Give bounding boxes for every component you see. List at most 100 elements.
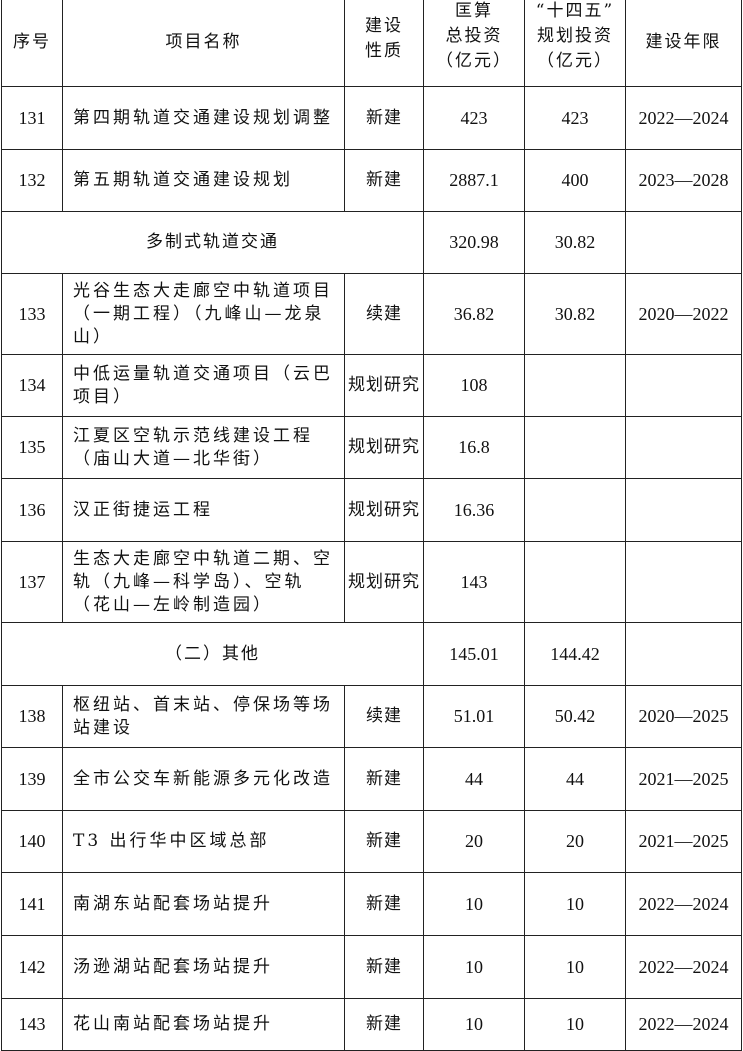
group-name: （二）其他 (1, 622, 424, 686)
row-total: 16.36 (423, 478, 525, 542)
header-nature: 建设 性质 (344, 0, 424, 87)
group-plan: 30.82 (524, 211, 626, 274)
row-plan: 10 (524, 935, 626, 999)
table-row: 141 南湖东站配套场站提升 新建 10 10 2022—2024 (1, 872, 742, 936)
row-nature: 规划研究 (344, 478, 424, 542)
header-period: 建设年限 (625, 0, 742, 87)
row-period: 2022—2024 (625, 872, 742, 936)
row-plan: 10 (524, 872, 626, 936)
row-total: 44 (423, 747, 525, 811)
group-total: 320.98 (423, 211, 525, 274)
header-plan: “十四五” 规划投资 （亿元） (524, 0, 626, 87)
row-plan: 400 (524, 149, 626, 212)
row-no: 143 (1, 998, 63, 1051)
row-no: 142 (1, 935, 63, 999)
group-plan: 144.42 (524, 622, 626, 686)
group-name: 多制式轨道交通 (1, 211, 424, 274)
row-nature: 新建 (344, 872, 424, 936)
row-name: 第五期轨道交通建设规划 (62, 149, 345, 212)
row-period: 2021—2025 (625, 810, 742, 873)
row-no: 133 (1, 273, 63, 355)
row-total: 51.01 (423, 685, 525, 748)
table-row: 138 枢纽站、首末站、停保场等场站建设 续建 51.01 50.42 2020… (1, 685, 742, 748)
table-row: 131 第四期轨道交通建设规划调整 新建 423 423 2022—2024 (1, 86, 742, 150)
header-name: 项目名称 (62, 0, 345, 87)
table-row: 134 中低运量轨道交通项目（云巴项目） 规划研究 108 (1, 354, 742, 417)
row-name: 汉正街捷运工程 (62, 478, 345, 542)
row-total: 108 (423, 354, 525, 417)
row-name: 第四期轨道交通建设规划调整 (62, 86, 345, 150)
table-row: 143 花山南站配套场站提升 新建 10 10 2022—2024 (1, 998, 742, 1051)
header-total: 匡算 总投资 （亿元） (423, 0, 525, 87)
table-row: 140 T3 出行华中区域总部 新建 20 20 2021—2025 (1, 810, 742, 873)
row-name: T3 出行华中区域总部 (62, 810, 345, 873)
table-row: 135 江夏区空轨示范线建设工程（庙山大道—北华街） 规划研究 16.8 (1, 416, 742, 479)
group-total: 145.01 (423, 622, 525, 686)
row-plan: 44 (524, 747, 626, 811)
row-name: 全市公交车新能源多元化改造 (62, 747, 345, 811)
row-total: 143 (423, 541, 525, 623)
row-nature: 规划研究 (344, 541, 424, 623)
group-period (625, 622, 742, 686)
row-name: 南湖东站配套场站提升 (62, 872, 345, 936)
row-no: 140 (1, 810, 63, 873)
row-name: 江夏区空轨示范线建设工程（庙山大道—北华街） (62, 416, 345, 479)
row-total: 10 (423, 872, 525, 936)
table-row: 139 全市公交车新能源多元化改造 新建 44 44 2021—2025 (1, 747, 742, 811)
row-plan: 20 (524, 810, 626, 873)
row-period: 2022—2024 (625, 86, 742, 150)
row-no: 134 (1, 354, 63, 417)
table-row: 133 光谷生态大走廊空中轨道项目（一期工程）（九峰山—龙泉山） 续建 36.8… (1, 273, 742, 355)
header-row: 序号 项目名称 建设 性质 匡算 总投资 （亿元） “十四五” 规划投资 （亿元… (1, 0, 742, 87)
table-row: 142 汤逊湖站配套场站提升 新建 10 10 2022—2024 (1, 935, 742, 999)
row-plan: 30.82 (524, 273, 626, 355)
row-name: 中低运量轨道交通项目（云巴项目） (62, 354, 345, 417)
row-no: 135 (1, 416, 63, 479)
row-period (625, 478, 742, 542)
group-row: 多制式轨道交通 320.98 30.82 (1, 211, 742, 274)
row-name: 花山南站配套场站提升 (62, 998, 345, 1051)
row-period (625, 416, 742, 479)
row-plan: 50.42 (524, 685, 626, 748)
row-name: 光谷生态大走廊空中轨道项目（一期工程）（九峰山—龙泉山） (62, 273, 345, 355)
row-total: 10 (423, 998, 525, 1051)
row-nature: 新建 (344, 149, 424, 212)
row-nature: 新建 (344, 86, 424, 150)
row-no: 136 (1, 478, 63, 542)
row-no: 132 (1, 149, 63, 212)
row-plan (524, 541, 626, 623)
row-name: 生态大走廊空中轨道二期、空轨（九峰—科学岛）、空轨（花山—左岭制造园） (62, 541, 345, 623)
row-no: 131 (1, 86, 63, 150)
row-period (625, 354, 742, 417)
row-plan (524, 416, 626, 479)
table-row: 136 汉正街捷运工程 规划研究 16.36 (1, 478, 742, 542)
header-no: 序号 (1, 0, 63, 87)
row-nature: 规划研究 (344, 416, 424, 479)
row-nature: 新建 (344, 810, 424, 873)
group-row: （二）其他 145.01 144.42 (1, 622, 742, 686)
row-period: 2020—2022 (625, 273, 742, 355)
row-plan (524, 478, 626, 542)
row-total: 20 (423, 810, 525, 873)
row-period: 2023—2028 (625, 149, 742, 212)
row-nature: 新建 (344, 935, 424, 999)
group-period (625, 211, 742, 274)
row-total: 423 (423, 86, 525, 150)
row-period: 2022—2024 (625, 998, 742, 1051)
row-plan: 423 (524, 86, 626, 150)
row-nature: 新建 (344, 747, 424, 811)
row-plan (524, 354, 626, 417)
row-total: 10 (423, 935, 525, 999)
row-total: 2887.1 (423, 149, 525, 212)
row-no: 137 (1, 541, 63, 623)
row-name: 枢纽站、首末站、停保场等场站建设 (62, 685, 345, 748)
table-row: 132 第五期轨道交通建设规划 新建 2887.1 400 2023—2028 (1, 149, 742, 212)
row-nature: 新建 (344, 998, 424, 1051)
row-nature: 续建 (344, 685, 424, 748)
row-name: 汤逊湖站配套场站提升 (62, 935, 345, 999)
row-no: 141 (1, 872, 63, 936)
row-period (625, 541, 742, 623)
row-total: 36.82 (423, 273, 525, 355)
row-period: 2022—2024 (625, 935, 742, 999)
